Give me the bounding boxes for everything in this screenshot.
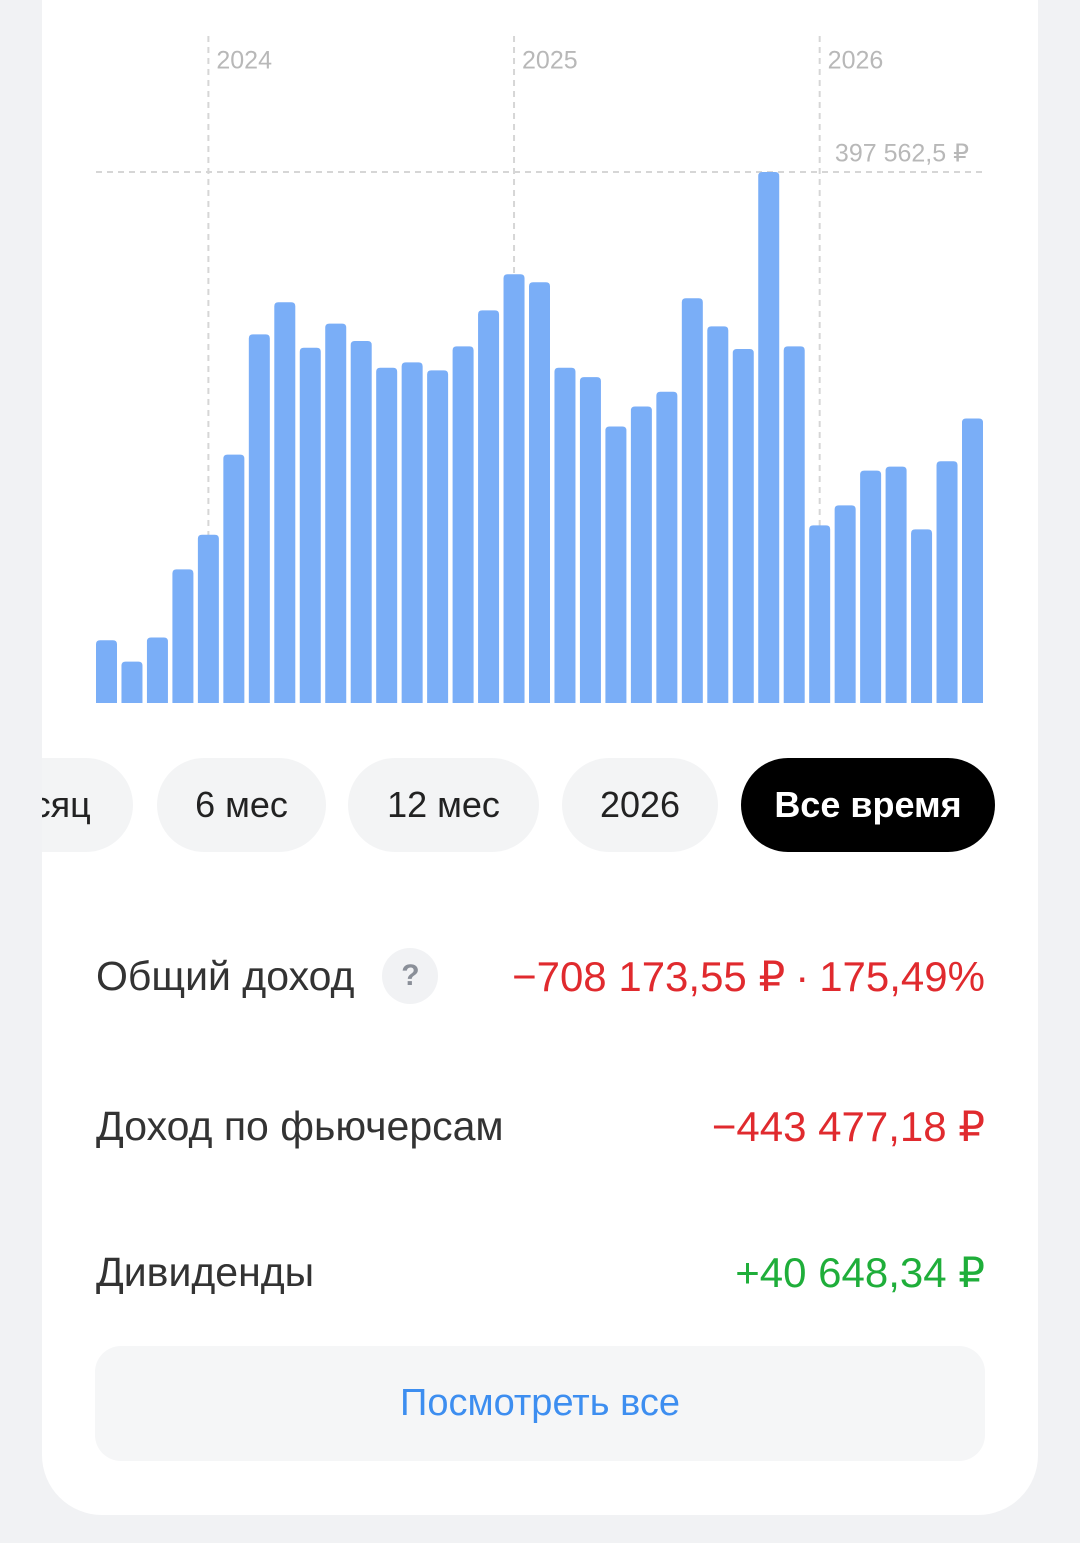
max-label: 397 562,5 ₽: [835, 140, 969, 168]
bar: [579, 377, 601, 703]
bar: [707, 326, 729, 703]
bar: [401, 362, 423, 703]
bar: [605, 426, 627, 703]
stat-percent: 175,49%: [819, 952, 985, 1000]
view-all-button[interactable]: Посмотреть все: [95, 1346, 985, 1461]
bar: [197, 534, 219, 703]
bar: [427, 370, 449, 703]
stat-amount: +40 648,34 ₽: [735, 1248, 985, 1296]
bar: [834, 505, 856, 703]
bar: [299, 347, 321, 703]
period-tab[interactable]: Месяц: [42, 758, 133, 852]
stat-row: Доход по фьючерсам −443 477,18 ₽: [96, 1096, 985, 1156]
period-tab[interactable]: 2026: [562, 758, 718, 852]
bar: [503, 274, 525, 703]
stat-label: Общий доход: [96, 952, 355, 999]
bar: [732, 349, 754, 703]
bar: [758, 172, 780, 703]
bar: [248, 334, 270, 703]
bar: [911, 529, 933, 703]
bar: [860, 470, 882, 703]
bar: [223, 454, 245, 703]
bar: [630, 406, 652, 703]
bar: [376, 367, 398, 703]
stat-label: Дивиденды: [96, 1248, 315, 1295]
separator: ·: [795, 952, 810, 1000]
stat-value: +40 648,34 ₽: [735, 1248, 985, 1297]
bar: [681, 298, 703, 703]
stat-amount: −443 477,18 ₽: [711, 1102, 985, 1150]
stat-row: Дивиденды +40 648,34 ₽: [96, 1242, 985, 1302]
bar: [478, 310, 500, 703]
stat-amount: −708 173,55 ₽: [512, 952, 786, 1000]
bar: [656, 391, 678, 703]
period-tab[interactable]: 12 мес: [348, 758, 539, 852]
chart: 2024 2025 2026 397 562,5 ₽: [96, 36, 983, 703]
stat-row: Общий доход? −708 173,55 ₽ · 175,49%: [96, 946, 985, 1006]
bar: [885, 466, 907, 703]
bar: [325, 323, 347, 703]
stat-value: −443 477,18 ₽: [712, 1102, 985, 1151]
bar: [172, 569, 194, 703]
bar: [936, 461, 958, 703]
period-tab[interactable]: 6 мес: [157, 758, 326, 852]
bar: [146, 637, 168, 703]
stat-value: −708 173,55 ₽ · 175,49%: [512, 952, 985, 1001]
bar: [554, 367, 576, 703]
bar: [350, 341, 372, 703]
bar: [783, 346, 805, 703]
bar: [529, 282, 550, 703]
x-tick-label: 2025: [522, 47, 578, 75]
stat-label: Доход по фьючерсам: [96, 1102, 504, 1149]
x-tick-label: 2024: [216, 47, 272, 75]
bar: [274, 302, 296, 703]
bar: [121, 661, 143, 703]
help-icon[interactable]: ?: [382, 948, 439, 1004]
bar: [962, 418, 983, 703]
bar: [452, 346, 474, 703]
period-tab[interactable]: Все время: [741, 758, 995, 852]
bar: [96, 640, 117, 703]
x-tick-label: 2026: [828, 47, 884, 75]
bar: [809, 525, 831, 703]
